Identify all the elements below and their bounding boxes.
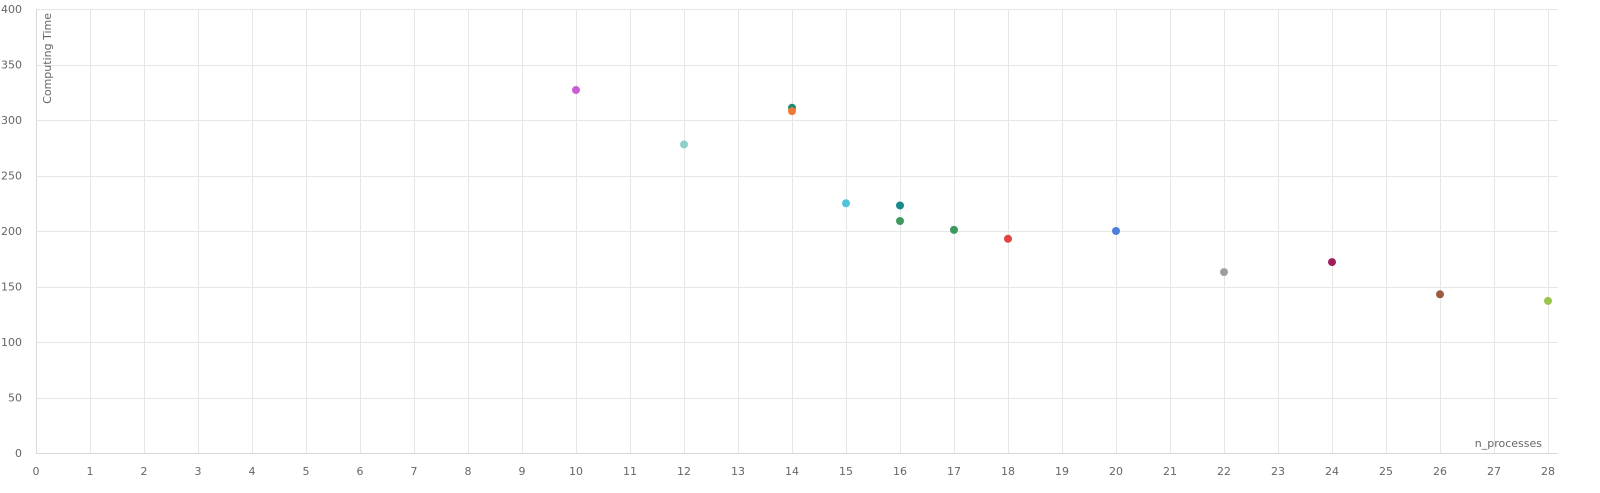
x-tick-label: 23: [1271, 465, 1285, 478]
x-tick-label: 16: [893, 465, 907, 478]
x-tick-label: 6: [357, 465, 364, 478]
x-tick-label: 5: [303, 465, 310, 478]
x-axis-title: n_processes: [1475, 437, 1543, 450]
y-tick-label: 300: [1, 114, 22, 127]
scatter-point[interactable]: [896, 201, 904, 210]
x-tick-label: 22: [1217, 465, 1231, 478]
x-tick-label: 24: [1325, 465, 1339, 478]
x-tick-label: 15: [839, 465, 853, 478]
x-tick-label: 27: [1487, 465, 1501, 478]
scatter-point[interactable]: [1436, 290, 1444, 299]
scatter-point[interactable]: [572, 86, 580, 95]
y-tick-label: 350: [1, 59, 22, 72]
scatter-point[interactable]: [950, 225, 958, 234]
x-tick-label: 14: [785, 465, 799, 478]
axis-titles: Computing Time n_processes: [41, 13, 1542, 450]
scatter-point[interactable]: [788, 107, 796, 116]
x-tick-label: 28: [1541, 465, 1555, 478]
scatter-point[interactable]: [842, 199, 850, 208]
scatter-point[interactable]: [680, 140, 688, 149]
x-tick-label: 8: [465, 465, 472, 478]
x-tick-label: 10: [569, 465, 583, 478]
x-tick-label: 21: [1163, 465, 1177, 478]
scatter-point[interactable]: [1004, 234, 1012, 243]
x-tick-label: 12: [677, 465, 691, 478]
y-tick-label: 100: [1, 336, 22, 349]
x-tick-label: 25: [1379, 465, 1393, 478]
scatter-point[interactable]: [1112, 227, 1120, 235]
y-tick-label: 400: [1, 3, 22, 16]
y-tick-label: 200: [1, 225, 22, 238]
y-tick-label: 0: [15, 447, 22, 460]
x-tick-label: 18: [1001, 465, 1015, 478]
y-axis-title: Computing Time: [41, 13, 54, 104]
data-points: [572, 86, 1552, 305]
x-tick-label: 3: [195, 465, 202, 478]
x-tick-label: 9: [519, 465, 526, 478]
y-tick-label: 50: [8, 392, 22, 405]
tick-labels: 0 1 2 3 4 5 6 7 8 9 10 11 12 13 14 15 16 17 18 19 20 21 22 23 24…: [1, 3, 1555, 478]
scatter-point[interactable]: [1544, 296, 1552, 305]
scatter-point[interactable]: [1220, 268, 1228, 277]
x-tick-label: 19: [1055, 465, 1069, 478]
x-tick-label: 17: [947, 465, 961, 478]
y-tick-label: 150: [1, 281, 22, 294]
y-tick-label: 250: [1, 170, 22, 183]
grid: [36, 9, 1558, 454]
x-tick-label: 2: [141, 465, 148, 478]
x-tick-label: 20: [1109, 465, 1123, 478]
x-tick-label: 0: [33, 465, 40, 478]
scatter-point[interactable]: [1328, 258, 1336, 267]
x-tick-label: 11: [623, 465, 637, 478]
x-tick-label: 7: [411, 465, 418, 478]
x-tick-label: 4: [249, 465, 256, 478]
x-tick-label: 1: [87, 465, 94, 478]
x-tick-label: 26: [1433, 465, 1447, 478]
scatter-point[interactable]: [896, 217, 904, 226]
x-tick-label: 13: [731, 465, 745, 478]
axes: [36, 9, 1558, 454]
